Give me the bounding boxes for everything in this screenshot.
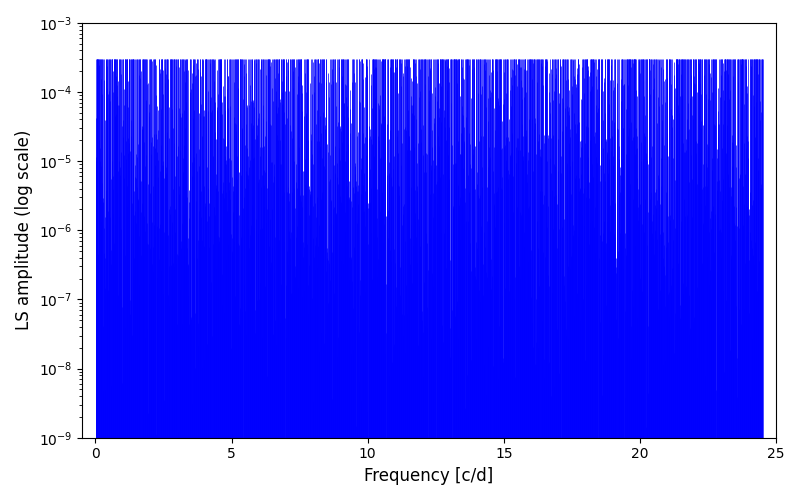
X-axis label: Frequency [c/d]: Frequency [c/d]: [364, 467, 494, 485]
Y-axis label: LS amplitude (log scale): LS amplitude (log scale): [15, 130, 33, 330]
